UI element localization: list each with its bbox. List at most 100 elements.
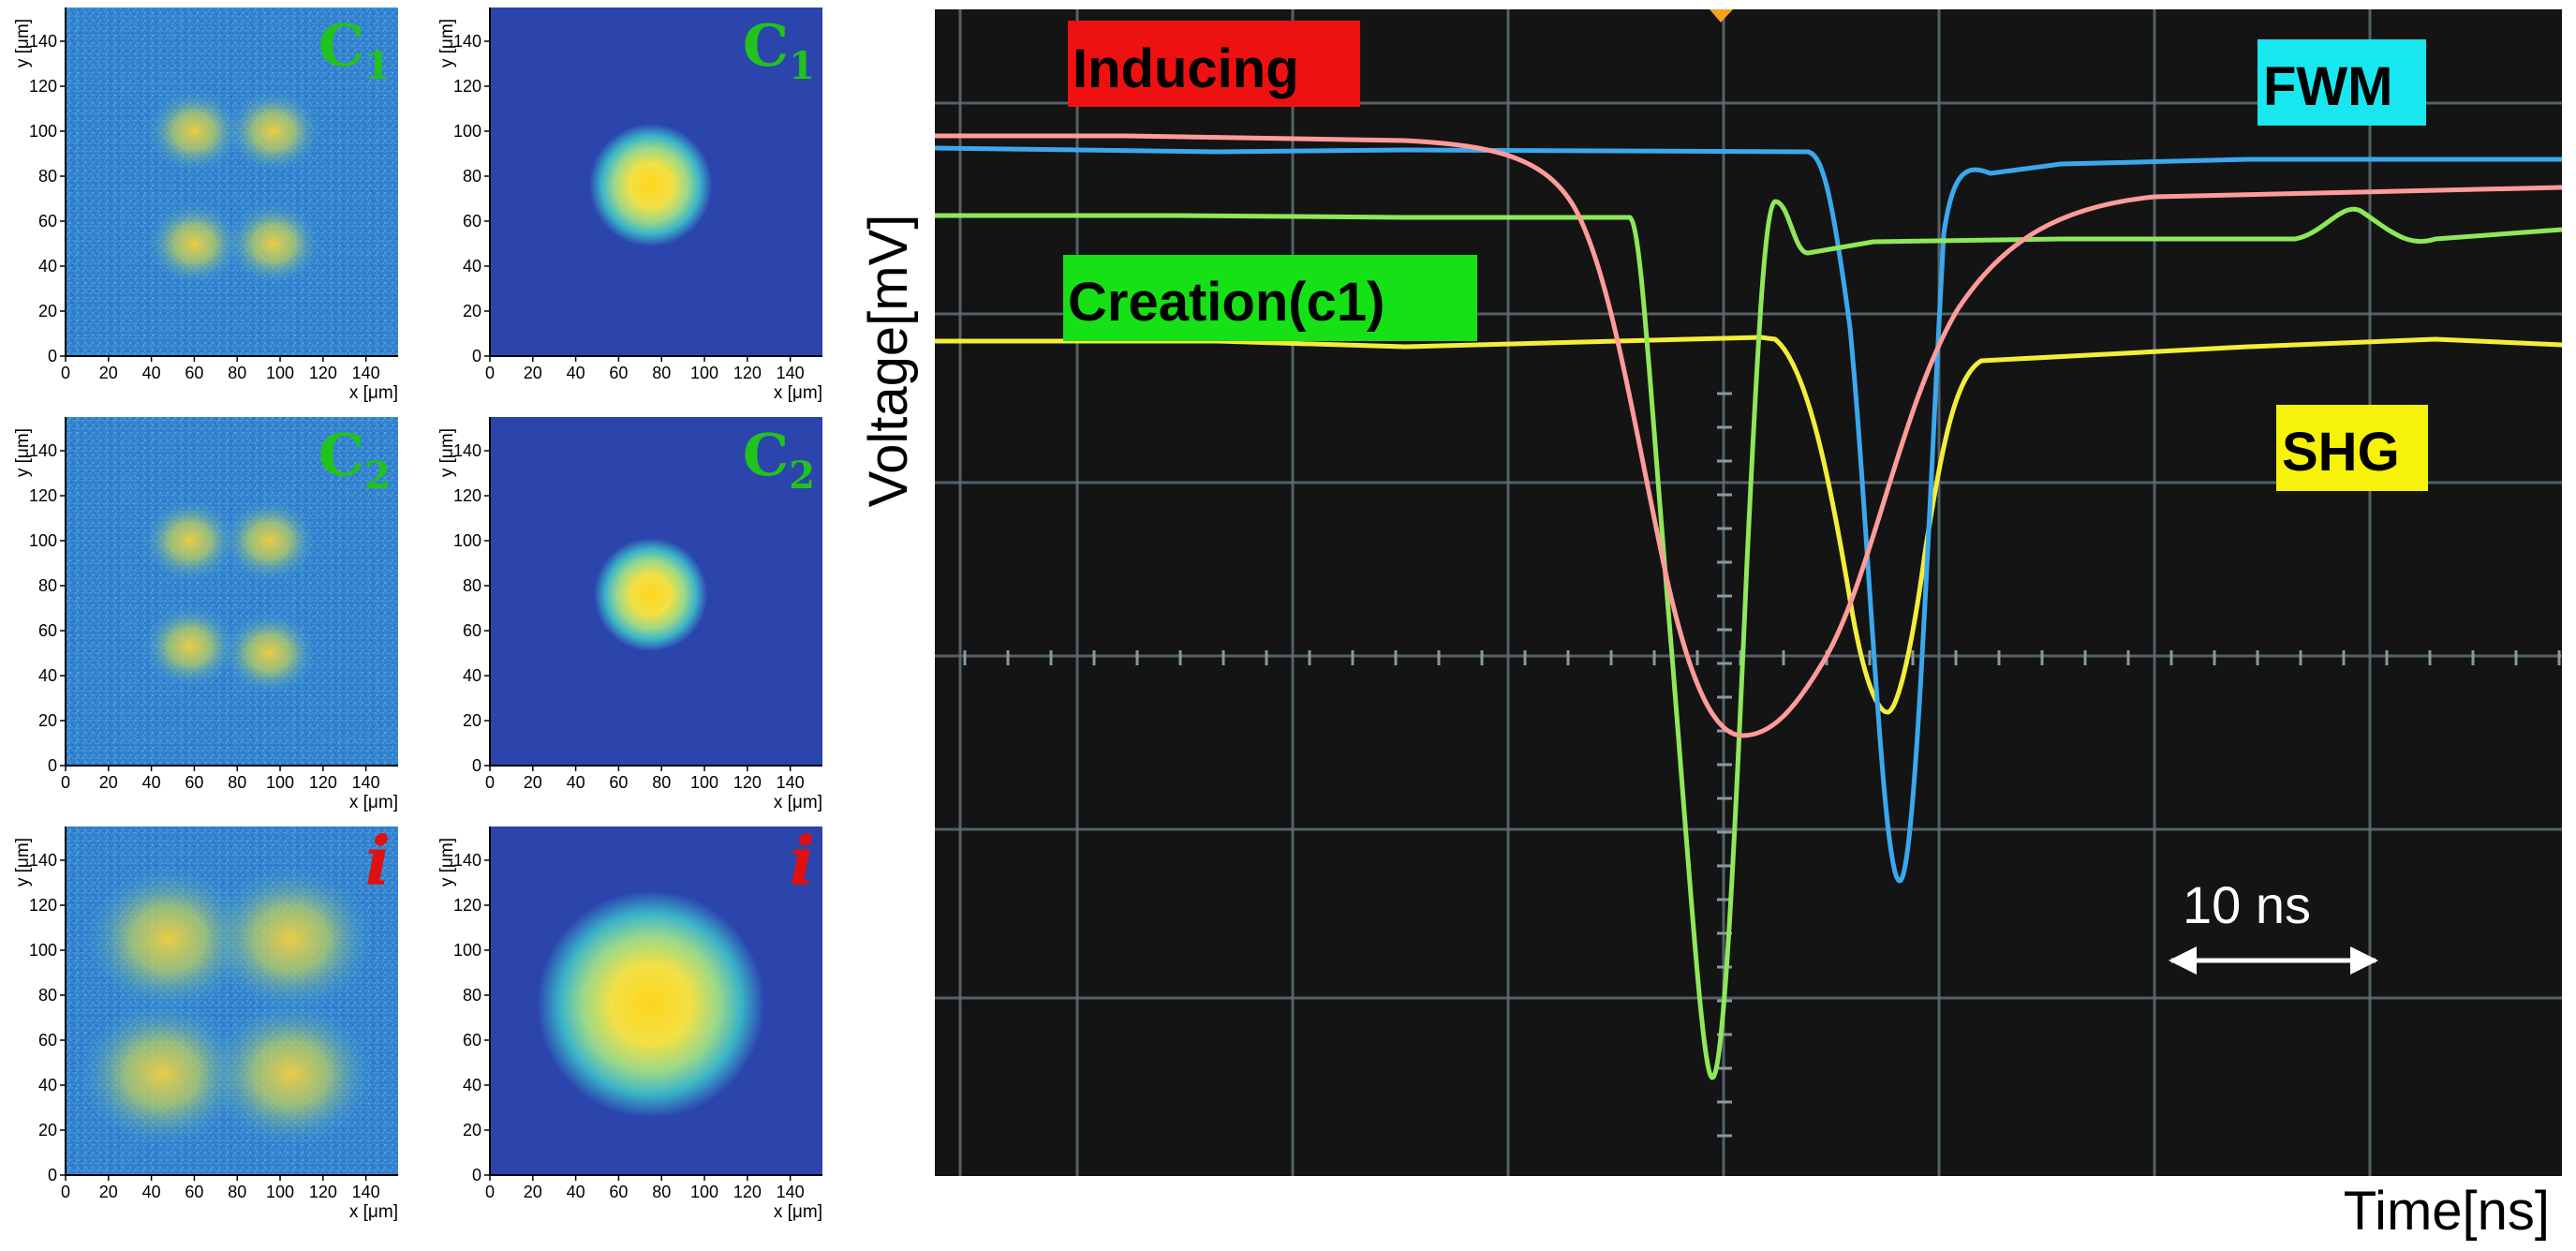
x-tick-label: 120 bbox=[733, 773, 762, 792]
y-tick-label: 20 bbox=[463, 302, 481, 320]
x-tick-label: 60 bbox=[609, 773, 628, 792]
x-tick-label: 60 bbox=[185, 364, 203, 382]
trace-shg bbox=[935, 335, 2563, 715]
y-tick-label: 0 bbox=[48, 1166, 57, 1184]
y-tick-label: 80 bbox=[463, 986, 481, 1005]
y-tick-label: 100 bbox=[29, 531, 57, 550]
beam-lobe bbox=[147, 90, 241, 172]
x-tick-label: 120 bbox=[309, 364, 337, 382]
y-tick-label: 40 bbox=[463, 666, 481, 685]
beam-lobe bbox=[147, 202, 241, 285]
y-tick-label: 100 bbox=[453, 941, 481, 960]
y-tick-label: 80 bbox=[463, 167, 481, 186]
label-creation-bg bbox=[1063, 255, 1477, 341]
panel-tag: i bbox=[790, 821, 815, 901]
x-tick-label: 100 bbox=[266, 1183, 294, 1201]
panel-noise bbox=[66, 7, 398, 356]
x-axis-title: x [μm] bbox=[774, 793, 822, 812]
y-axis-title: y [μm] bbox=[437, 19, 457, 67]
label-inducing-bg bbox=[1068, 21, 1360, 107]
y-tick-label: 40 bbox=[463, 257, 481, 276]
y-tick-label: 80 bbox=[38, 986, 57, 1005]
y-tick-label: 0 bbox=[48, 347, 57, 365]
y-tick-label: 140 bbox=[29, 851, 57, 870]
x-tick-label: 0 bbox=[485, 1183, 495, 1201]
y-tick-label: 100 bbox=[29, 941, 57, 960]
y-tick-label: 100 bbox=[29, 122, 57, 141]
x-tick-label: 140 bbox=[352, 773, 380, 792]
y-tick-label: 120 bbox=[29, 896, 57, 915]
scope-grid bbox=[935, 9, 2562, 1176]
y-tick-label: 120 bbox=[453, 77, 481, 96]
beam-spot bbox=[589, 124, 713, 247]
y-tick-label: 80 bbox=[463, 576, 481, 595]
x-tick-label: 0 bbox=[485, 364, 495, 382]
y-tick-label: 40 bbox=[38, 666, 57, 685]
x-tick-label: 40 bbox=[567, 1183, 585, 1201]
x-tick-label: 80 bbox=[228, 773, 246, 792]
y-tick-label: 40 bbox=[463, 1076, 481, 1095]
x-tick-label: 100 bbox=[690, 773, 718, 792]
panel-noise bbox=[66, 417, 398, 766]
y-tick-label: 140 bbox=[453, 851, 481, 870]
oscilloscope-panel: Inducing FWM Creation(c1) SHG 10 ns Volt… bbox=[858, 9, 2563, 1242]
y-tick-label: 140 bbox=[453, 441, 481, 460]
x-tick-label: 120 bbox=[733, 364, 762, 382]
x-tick-label: 60 bbox=[609, 364, 628, 382]
x-tick-label: 100 bbox=[690, 1183, 718, 1201]
y-tick-label: 100 bbox=[453, 531, 481, 550]
x-tick-label: 60 bbox=[609, 1183, 628, 1201]
y-tick-label: 100 bbox=[453, 122, 481, 141]
y-tick-label: 60 bbox=[38, 212, 57, 231]
scope-screen bbox=[935, 9, 2562, 1176]
x-tick-label: 20 bbox=[99, 773, 118, 792]
scale-bar-label: 10 ns bbox=[2183, 875, 2311, 934]
x-tick-label: 80 bbox=[652, 773, 671, 792]
y-tick-label: 120 bbox=[453, 486, 481, 505]
y-tick-label: 0 bbox=[472, 1166, 481, 1184]
beam-lobe bbox=[85, 867, 251, 1011]
x-tick-label: 140 bbox=[777, 1183, 805, 1201]
x-tick-label: 20 bbox=[99, 364, 118, 382]
x-tick-label: 40 bbox=[567, 364, 585, 382]
x-tick-label: 40 bbox=[142, 364, 161, 382]
label-shg-bg bbox=[2276, 405, 2428, 491]
x-tick-label: 140 bbox=[352, 364, 380, 382]
y-tick-label: 60 bbox=[38, 1031, 57, 1050]
x-tick-label: 20 bbox=[524, 773, 542, 792]
x-tick-label: 80 bbox=[228, 364, 246, 382]
x-axis-title: x [μm] bbox=[774, 383, 822, 403]
y-tick-label: 20 bbox=[38, 711, 57, 730]
x-tick-label: 20 bbox=[524, 1183, 542, 1201]
beam-lobe bbox=[208, 867, 374, 1011]
label-shg: SHG bbox=[2282, 422, 2400, 483]
y-axis-title: y [μm] bbox=[13, 838, 33, 886]
y-axis-title: y [μm] bbox=[437, 838, 457, 886]
x-tick-label: 0 bbox=[61, 773, 70, 792]
scope-ylabel: Voltage[mV] bbox=[858, 215, 919, 508]
trigger-marker-icon bbox=[1710, 9, 1733, 22]
x-tick-label: 40 bbox=[142, 773, 161, 792]
y-axis-title: y [μm] bbox=[13, 428, 33, 477]
y-tick-label: 80 bbox=[38, 167, 57, 186]
y-tick-label: 20 bbox=[38, 1121, 57, 1139]
y-tick-label: 0 bbox=[48, 756, 57, 775]
x-tick-label: 40 bbox=[567, 773, 585, 792]
x-tick-label: 40 bbox=[142, 1183, 161, 1201]
x-axis-title: x [μm] bbox=[349, 793, 398, 812]
y-axis-title: y [μm] bbox=[437, 428, 457, 477]
beam-spot bbox=[537, 890, 764, 1118]
panel-tag: C2 bbox=[318, 421, 391, 498]
x-tick-label: 100 bbox=[266, 773, 294, 792]
beam-lobe bbox=[223, 612, 317, 694]
x-tick-label: 80 bbox=[652, 364, 671, 382]
x-tick-label: 0 bbox=[61, 364, 70, 382]
y-tick-label: 120 bbox=[29, 77, 57, 96]
label-fwm-bg bbox=[2258, 39, 2426, 126]
label-inducing: Inducing bbox=[1073, 38, 1299, 99]
x-axis-title: x [μm] bbox=[349, 383, 398, 403]
y-tick-label: 60 bbox=[463, 212, 481, 231]
y-tick-label: 20 bbox=[38, 302, 57, 320]
